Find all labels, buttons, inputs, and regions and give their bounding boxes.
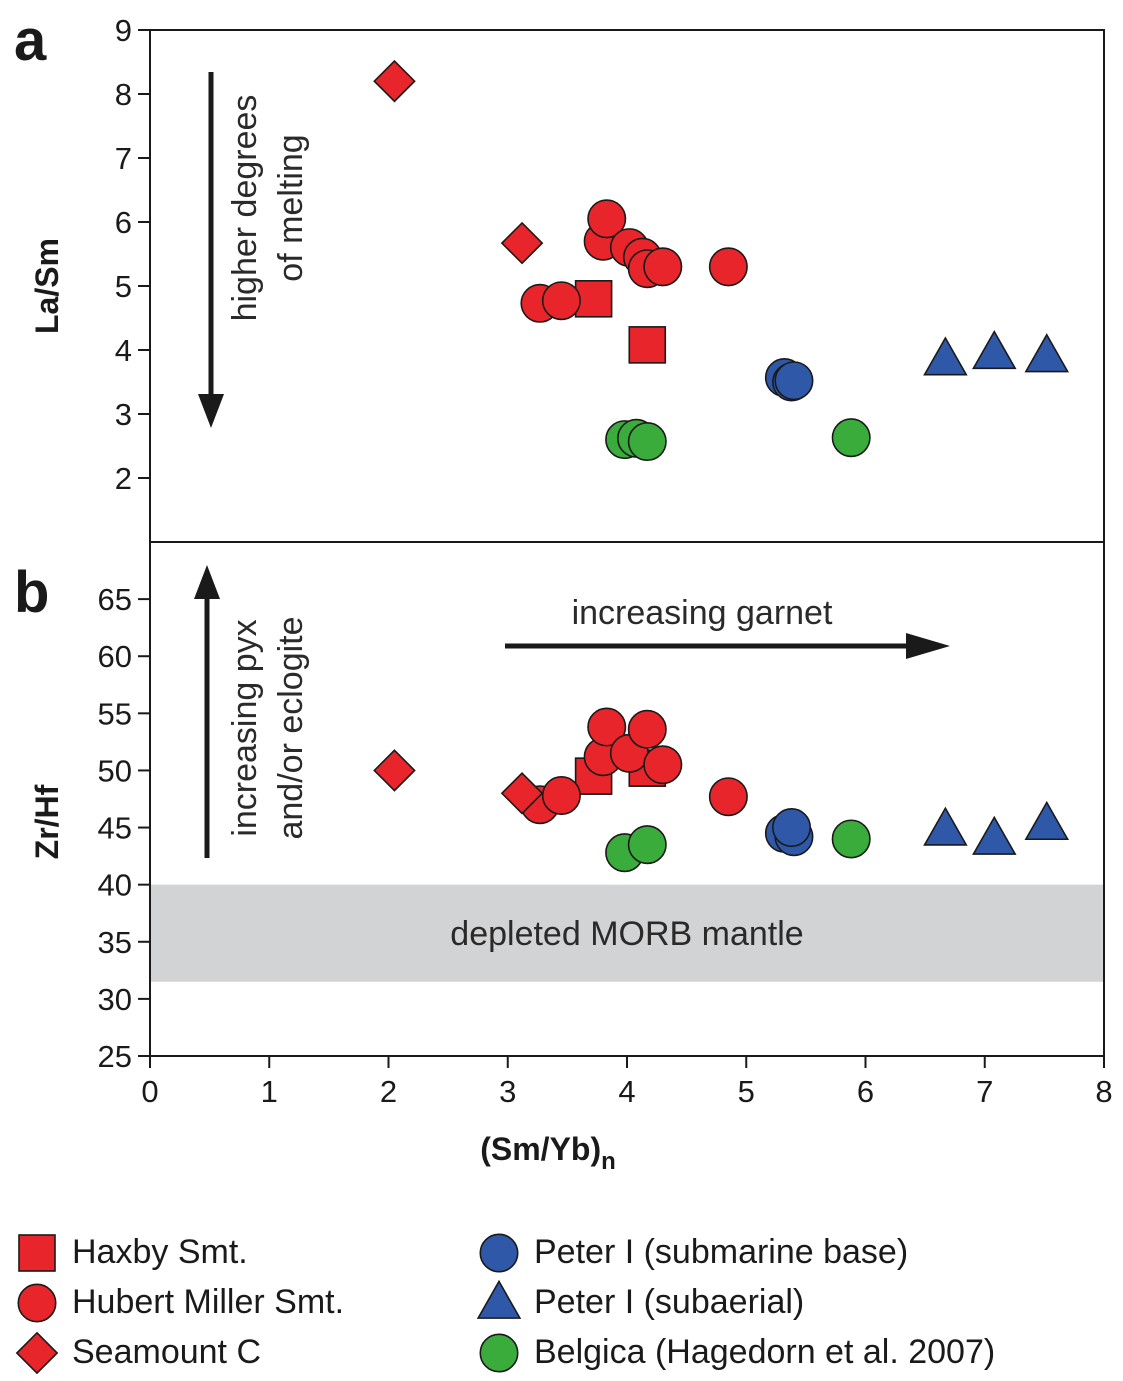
xtick-label: 2: [380, 1074, 397, 1109]
a-point-belgica-hagedorn-et-al-2007: [629, 423, 666, 460]
legend-item-peter-i-subaerial: Peter I (subaerial): [476, 1277, 804, 1327]
pyx-arrow-head: [194, 565, 220, 599]
morb-band-label: depleted MORB mantle: [450, 915, 803, 953]
a-point-hubert-miller-smt: [644, 248, 681, 285]
a-ytick-label: 2: [115, 461, 132, 496]
xtick-label: 3: [499, 1074, 516, 1109]
b-point-hubert-miller-smt: [710, 778, 747, 815]
morb-band-layer: depleted MORB mantle: [150, 885, 1104, 982]
legend-label: Peter I (submarine base): [534, 1233, 908, 1272]
data-marks: [374, 61, 1067, 871]
b-ytick-label: 60: [98, 639, 132, 674]
xtick-label: 6: [857, 1074, 874, 1109]
xtick-label: 5: [738, 1074, 755, 1109]
b-point-peter-i-subaerial: [973, 817, 1015, 854]
legend-symbol-circle-icon: [14, 1279, 60, 1325]
legend-label: Haxby Smt.: [72, 1233, 248, 1272]
legend-item-peter-i-submarine-base: Peter I (submarine base): [476, 1227, 908, 1277]
a-point-peter-i-subaerial: [1026, 335, 1068, 372]
legend-label: Hubert Miller Smt.: [72, 1283, 344, 1322]
legend-symbol-circle-icon: [476, 1329, 522, 1375]
a-point-haxby-smt: [576, 281, 612, 317]
b-ytick-label: 40: [98, 868, 132, 903]
a-point-peter-i-submarine-base: [775, 362, 812, 399]
b-point-peter-i-submarine-base: [773, 809, 810, 846]
garnet-annotation: increasing garnet: [572, 594, 833, 632]
b-point-seamount-c: [374, 750, 414, 790]
b-point-hubert-miller-smt: [543, 777, 580, 814]
a-point-peter-i-subaerial: [925, 338, 967, 375]
pyx-annotation: increasing pyx and/or eclogite: [226, 616, 310, 839]
a-point-haxby-smt: [629, 327, 665, 363]
legend-label: Peter I (subaerial): [534, 1283, 804, 1322]
panel-b-label: b: [14, 560, 49, 625]
legend-label: Belgica (Hagedorn et al. 2007): [534, 1333, 995, 1372]
legend-label: Seamount C: [72, 1333, 261, 1372]
b-ytick-label: 65: [98, 582, 132, 617]
b-point-peter-i-subaerial: [1026, 803, 1068, 840]
b-ytick-label: 45: [98, 811, 132, 846]
a-point-seamount-c: [374, 61, 414, 101]
panel-b-ylabel: Zr/Hf: [29, 784, 65, 859]
legend-marker-peter-i-subaerial: [478, 1281, 520, 1318]
legend-symbol-circle-icon: [476, 1229, 522, 1275]
xtick-label: 1: [261, 1074, 278, 1109]
xtick-label: 4: [618, 1074, 635, 1109]
a-ytick-label: 5: [115, 269, 132, 304]
melting-annotation: higher degrees of melting: [226, 95, 310, 322]
a-point-hubert-miller-smt: [710, 248, 747, 285]
melting-arrow-head: [198, 394, 224, 428]
legend-item-belgica-hagedorn-et-al-2007: Belgica (Hagedorn et al. 2007): [476, 1327, 995, 1377]
legend-symbol-triangle-icon: [476, 1279, 522, 1325]
a-ytick-label: 3: [115, 397, 132, 432]
legend-symbol-diamond-icon: [14, 1329, 60, 1375]
a-ytick-label: 8: [115, 77, 132, 112]
legend-symbol-square-icon: [14, 1229, 60, 1275]
b-point-peter-i-subaerial: [925, 808, 967, 845]
b-point-belgica-hagedorn-et-al-2007: [629, 826, 666, 863]
b-point-belgica-hagedorn-et-al-2007: [832, 820, 869, 857]
xtick-label: 7: [976, 1074, 993, 1109]
a-point-hubert-miller-smt: [543, 282, 580, 319]
a-ytick-label: 7: [115, 141, 132, 176]
a-point-peter-i-subaerial: [973, 332, 1015, 369]
garnet-arrow-head: [906, 633, 950, 659]
legend-item-hubert-miller-smt: Hubert Miller Smt.: [14, 1277, 344, 1327]
legend-marker-hubert-miller-smt: [18, 1284, 55, 1321]
legend-marker-belgica-hagedorn-et-al-2007: [480, 1334, 517, 1371]
x-axis-title: (Sm/Yb)n: [480, 1131, 616, 1175]
legend-marker-seamount-c: [17, 1333, 57, 1373]
a-ytick-label: 4: [115, 333, 132, 368]
panel-a-label: a: [14, 8, 47, 73]
a-point-belgica-hagedorn-et-al-2007: [832, 419, 869, 456]
b-ytick-label: 30: [98, 982, 132, 1017]
legend: Haxby Smt. Hubert Miller Smt. Seamount C Pe…: [0, 1225, 1123, 1381]
annotations: higher degrees of melting increasing pyx an…: [194, 72, 950, 858]
legend-item-haxby-smt: Haxby Smt.: [14, 1227, 248, 1277]
a-ytick-label: 6: [115, 205, 132, 240]
b-ytick-label: 55: [98, 696, 132, 731]
b-point-hubert-miller-smt: [629, 711, 666, 748]
xtick-label: 0: [141, 1074, 158, 1109]
svg-text:(Sm/Yb)n: (Sm/Yb)n: [480, 1131, 616, 1175]
panel-a-frame: [150, 30, 1104, 542]
xtick-label: 8: [1095, 1074, 1112, 1109]
legend-item-seamount-c: Seamount C: [14, 1327, 261, 1377]
b-ytick-label: 25: [98, 1039, 132, 1074]
legend-marker-haxby-smt: [19, 1235, 55, 1271]
b-ytick-label: 50: [98, 753, 132, 788]
b-ytick-label: 35: [98, 925, 132, 960]
a-point-seamount-c: [502, 223, 542, 263]
panel-a-ylabel: La/Sm: [29, 238, 65, 334]
legend-marker-peter-i-submarine-base: [480, 1234, 517, 1271]
b-point-hubert-miller-smt: [644, 746, 681, 783]
figure-canvas: a b La/Sm Zr/Hf (Sm/Yb)n depleted MORB m…: [0, 0, 1123, 1225]
a-ytick-label: 9: [115, 13, 132, 48]
